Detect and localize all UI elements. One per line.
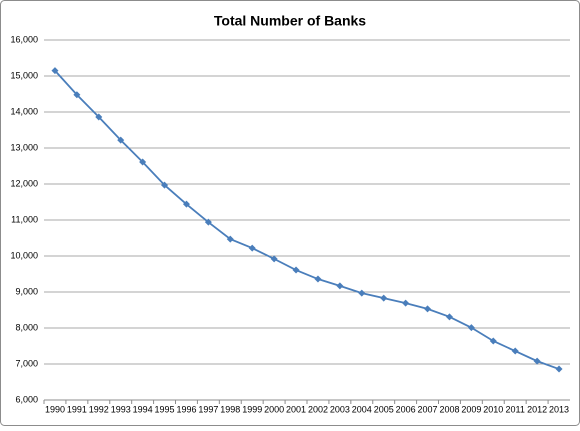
x-tick-label: 2001 [286,404,306,414]
x-tick-label: 2011 [506,404,525,414]
y-tick-label: 12,000 [10,178,38,188]
y-tick-label: 10,000 [10,250,38,260]
point [292,266,300,274]
point [424,305,432,313]
point [117,136,125,144]
x-tick-label: 1990 [45,404,65,414]
x-tick-label: 2007 [418,404,438,414]
x-tick-label: 2009 [461,404,481,414]
line [54,69,560,370]
point [511,347,519,355]
point [270,255,278,263]
x-tick-label: 2005 [374,404,394,414]
point [95,113,103,121]
x-tick-label: 2002 [308,404,328,414]
point [73,91,81,99]
point [402,299,410,307]
x-tick-label: 1999 [242,404,262,414]
x-tick-label: 2003 [330,404,350,414]
x-tick-label: 1997 [198,404,218,414]
x-tick-label: 1996 [176,404,196,414]
x-tick-label: 1991 [67,404,87,414]
y-tick-label: 8,000 [15,322,38,332]
point [139,158,147,166]
x-tick-label: 1994 [133,404,153,414]
y-tick-label: 13,000 [10,142,38,152]
point [204,218,212,226]
point [51,67,59,75]
y-tick-label: 7,000 [15,358,38,368]
x-tick-label: 1998 [220,404,240,414]
x-tick-label: 2000 [264,404,284,414]
x-tick-label: 1993 [111,404,131,414]
point [248,244,256,252]
chart-title: Total Number of Banks [214,13,366,29]
point [161,181,169,189]
point [358,289,366,297]
y-tick-label: 9,000 [15,286,38,296]
point [555,365,563,373]
y-tick-label: 6,000 [15,394,38,404]
point [336,282,344,290]
point [226,235,234,243]
point [489,337,497,345]
point [445,313,453,321]
y-tick-label: 15,000 [10,70,38,80]
y-tick-label: 16,000 [10,34,38,44]
x-tick-label: 2012 [527,404,547,414]
y-tick-label: 14,000 [10,106,38,116]
point [467,324,475,332]
x-tick-label: 2013 [549,404,569,414]
x-tick-label: 2004 [352,404,372,414]
point [380,294,388,302]
point [182,200,190,208]
x-tick-label: 2006 [396,404,416,414]
x-tick-label: 1992 [89,404,109,414]
x-tick-label: 2008 [439,404,459,414]
y-tick-label: 11,000 [11,214,38,224]
x-tick-label: 2010 [483,404,503,414]
point [533,357,541,365]
point [314,275,322,283]
x-tick-label: 1995 [155,404,175,414]
